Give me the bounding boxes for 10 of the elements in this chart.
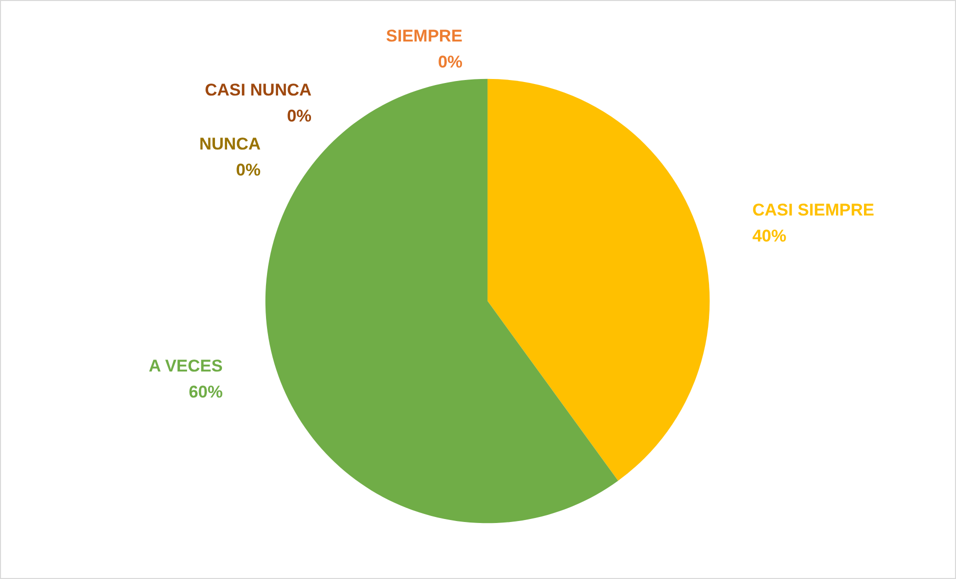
category-label: CASI NUNCA bbox=[204, 80, 312, 100]
text: 0% bbox=[438, 52, 463, 72]
slice-label: A VECES bbox=[148, 356, 223, 376]
data-label: 40% bbox=[752, 226, 786, 246]
text: 0% bbox=[236, 160, 261, 180]
slice-label: CASI SIEMPRE bbox=[752, 200, 874, 220]
category-label: NUNCA bbox=[199, 134, 261, 154]
category-label: SIEMPRE bbox=[386, 26, 463, 46]
text: 0% bbox=[286, 106, 312, 126]
data-label: 60% bbox=[188, 382, 223, 402]
